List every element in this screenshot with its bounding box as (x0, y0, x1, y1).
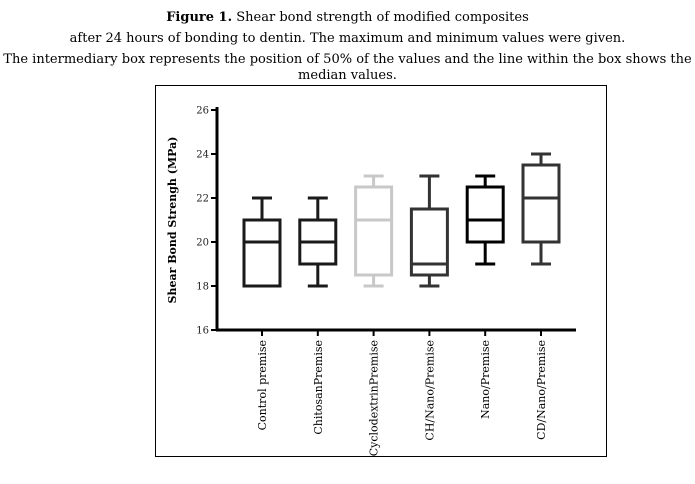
box-6 (521, 152, 561, 266)
iqr-box (354, 185, 394, 277)
iqr-box (465, 185, 505, 244)
y-axis-title: Shear Bond Strengh (MPa) (166, 137, 179, 304)
figure-number: Figure 1. (166, 10, 233, 25)
box-5 (465, 174, 505, 266)
y-tick-label: 24 (196, 150, 209, 161)
y-tick-label: 20 (196, 238, 209, 249)
box-1 (242, 196, 282, 288)
y-tick-label: 16 (196, 326, 209, 337)
y-tick-label: 22 (196, 194, 209, 205)
box-3 (354, 174, 394, 288)
category-label: CyclodextrinPremise (368, 340, 381, 456)
chart-boxes (242, 152, 561, 288)
category-label: CD/Nano/Premise (535, 340, 548, 440)
category-label: ChitosanPremise (312, 340, 325, 435)
y-tick-label: 18 (196, 282, 209, 293)
box-2 (298, 196, 338, 288)
figure-caption-line-1: Figure 1. Shear bond strength of modifie… (0, 10, 695, 26)
figure-caption-line-3: The intermediary box represents the posi… (3, 52, 692, 83)
category-label: Control premise (256, 340, 269, 430)
figure-caption-line-2: after 24 hours of bonding to dentin. The… (69, 31, 626, 46)
chart-axes: 16 18 20 22 24 26 (196, 106, 576, 337)
iqr-box (409, 207, 449, 277)
box-4 (409, 174, 449, 288)
chart-frame: 16 18 20 22 24 26 Shear Bond Strengh (MPa) Con… (155, 85, 607, 457)
boxplot-chart: 16 18 20 22 24 26 Shear Bond Strengh (MPa) Con… (166, 106, 576, 456)
iqr-box (521, 163, 561, 244)
category-label: Nano/Premise (479, 340, 492, 419)
category-label: CH/Nano/Premise (423, 340, 436, 441)
chart-labels: Shear Bond Strengh (MPa) Control premise C… (166, 137, 548, 456)
iqr-box (242, 218, 282, 288)
figure-caption-text: Shear bond strength of modified composit… (232, 10, 529, 25)
y-tick-label: 26 (196, 106, 209, 117)
